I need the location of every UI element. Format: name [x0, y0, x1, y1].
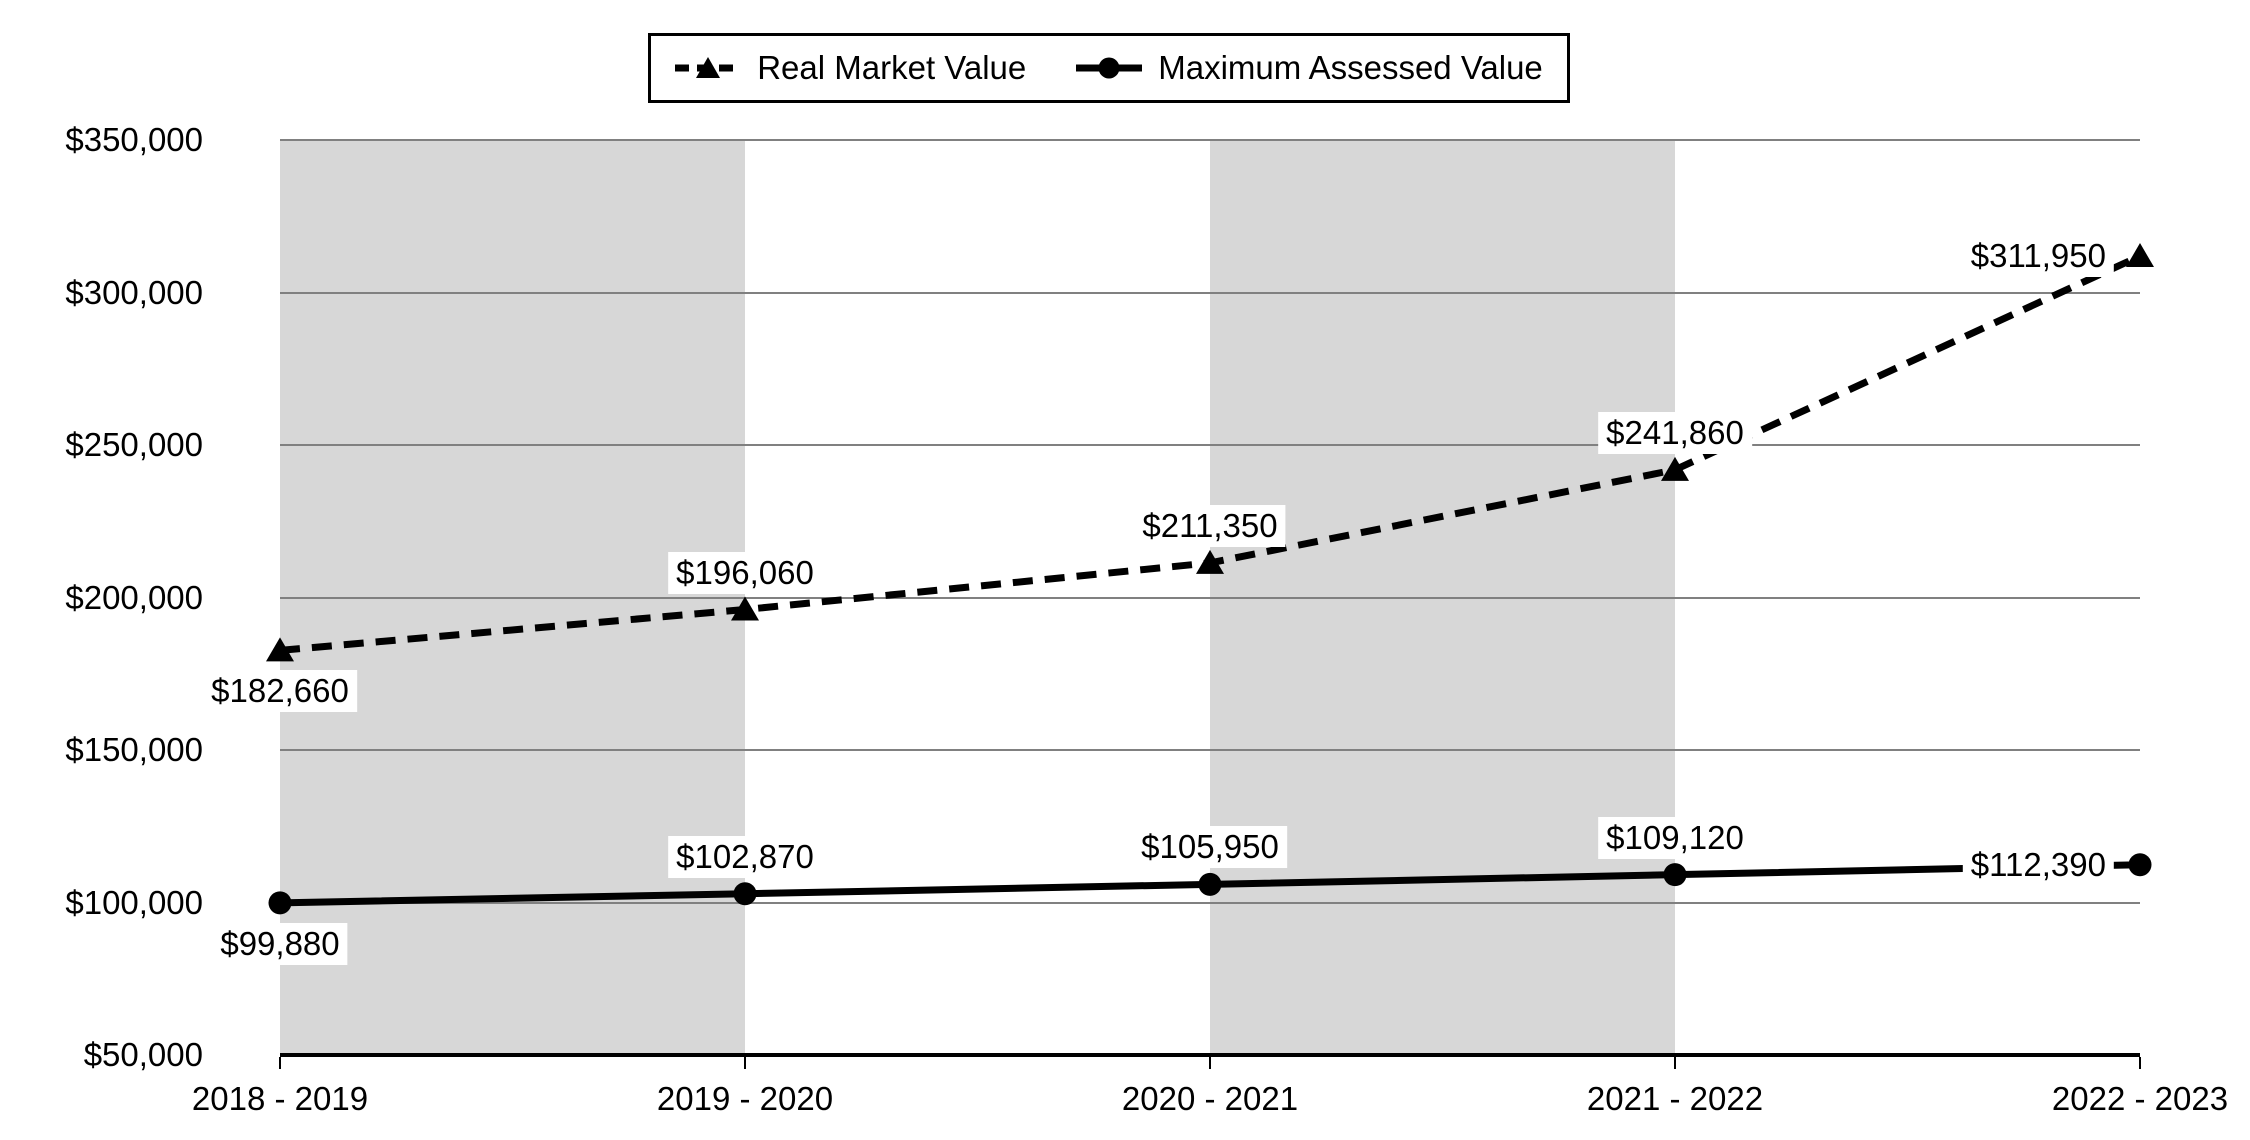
circle-marker-icon — [1663, 863, 1687, 887]
y-axis-label: $350,000 — [65, 121, 203, 158]
plot-area: $182,660 $196,060 $211,350 $241,860 $311,950… — [203, 139, 2154, 1069]
legend-label-real-market-value: Real Market Value — [757, 49, 1027, 86]
x-axis-label: 2019 - 2020 — [656, 1080, 834, 1117]
circle-marker-icon — [2128, 853, 2152, 877]
legend: Real Market Value Maximum Assessed Value — [648, 33, 1570, 103]
axis-tick — [2139, 1057, 2141, 1069]
x-axis-label: 2018 - 2019 — [191, 1080, 369, 1117]
circle-marker-icon — [268, 891, 292, 915]
data-label: $105,950 — [1133, 826, 1287, 869]
triangle-marker-icon — [1196, 549, 1224, 574]
series-line-real-market-value — [279, 252, 2142, 654]
gridline — [280, 749, 2140, 751]
series-plot — [266, 243, 2154, 915]
y-axis-label: $50,000 — [83, 1036, 203, 1073]
axis-tick — [1209, 1057, 1211, 1069]
data-label: $211,350 — [1134, 504, 1286, 547]
y-axis-label: $100,000 — [65, 883, 203, 921]
x-axis-label: 2020 - 2021 — [1121, 1080, 1299, 1117]
data-label: $112,390 — [1962, 843, 2114, 886]
data-label: $99,880 — [212, 922, 348, 965]
axis-tick — [744, 1057, 746, 1069]
x-axis-line — [280, 1053, 2140, 1057]
axis-tick — [279, 1057, 281, 1069]
data-label: $241,860 — [1598, 411, 1752, 454]
triangle-marker-icon — [266, 637, 294, 662]
axis-tick — [1674, 1057, 1676, 1069]
y-axis-label: $300,000 — [65, 273, 203, 311]
y-axis-label: $200,000 — [65, 578, 203, 616]
gridline — [280, 901, 2140, 904]
legend-label-maximum-assessed-value: Maximum Assessed Value — [1158, 49, 1543, 86]
gridline — [280, 444, 2140, 446]
y-axis-label: $250,000 — [65, 426, 203, 463]
gridline — [280, 139, 2140, 141]
data-label: $182,660 — [203, 670, 357, 713]
circle-marker-icon — [733, 882, 757, 906]
dashed-line-triangle-marker-icon — [675, 57, 742, 78]
gridline — [280, 291, 2140, 294]
data-label: $311,950 — [1962, 235, 2114, 278]
data-label: $196,060 — [668, 551, 822, 594]
circle-marker-icon — [1198, 872, 1222, 896]
x-axis-label: 2021 - 2022 — [1586, 1080, 1764, 1117]
legend-item-real-market-value: Real Market Value — [675, 49, 1026, 87]
y-axis-label: $150,000 — [65, 731, 203, 768]
x-axis-label: 2022 - 2023 — [2051, 1080, 2229, 1117]
legend-item-maximum-assessed-value: Maximum Assessed Value — [1076, 49, 1543, 87]
data-label: $109,120 — [1598, 816, 1752, 859]
solid-line-circle-marker-icon — [1076, 57, 1143, 79]
triangle-marker-icon — [2126, 243, 2154, 268]
data-label: $102,870 — [668, 835, 822, 878]
triangle-marker-icon — [731, 596, 759, 621]
triangle-marker-icon — [1661, 456, 1689, 481]
gridline — [280, 596, 2140, 599]
